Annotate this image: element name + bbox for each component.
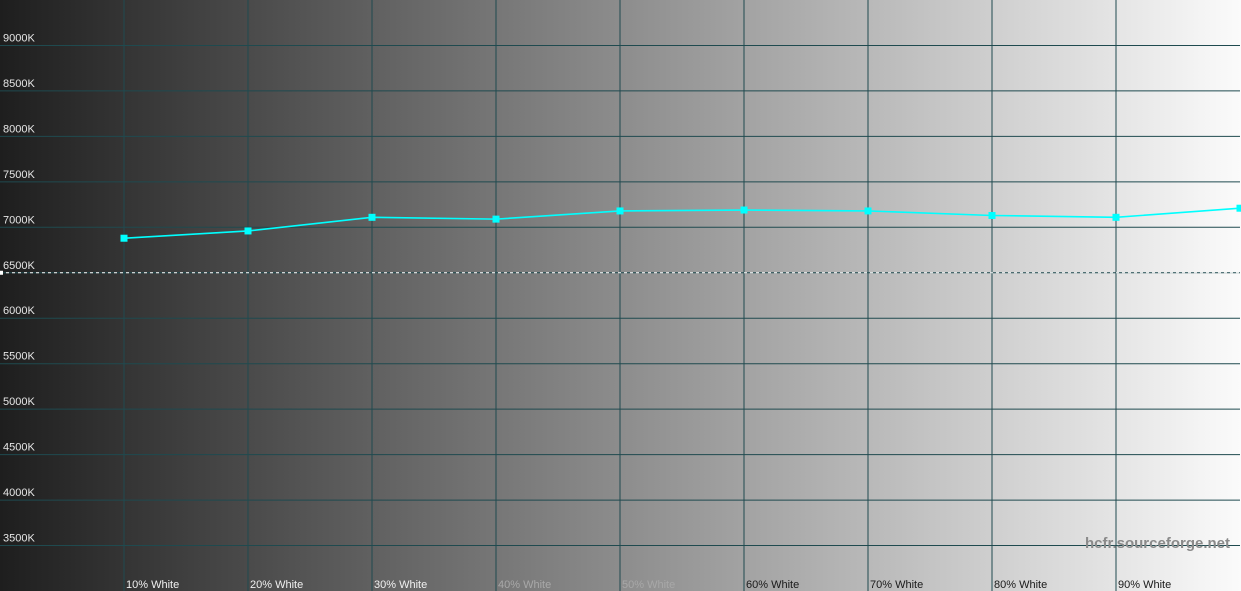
watermark: hcfr.sourceforge.net [1085, 535, 1230, 552]
y-tick-label: 6500K [3, 260, 35, 272]
x-tick-label: 90% White [1118, 579, 1171, 591]
x-tick-label: 30% White [374, 579, 427, 591]
point [120, 234, 128, 242]
y-tick-label: 8000K [3, 123, 35, 135]
x-tick-label: 50% White [622, 579, 675, 591]
point [1236, 204, 1241, 212]
y-tick-label: 4500K [3, 442, 35, 454]
y-tick-label: 7500K [3, 169, 35, 181]
point [244, 227, 252, 235]
x-tick-label: 80% White [994, 579, 1047, 591]
y-tick-label: 8500K [3, 78, 35, 90]
point [492, 215, 500, 223]
point [864, 207, 872, 215]
y-tick-label: 7000K [3, 214, 35, 226]
y-tick-label: 3500K [3, 533, 35, 545]
point [988, 211, 996, 219]
x-tick-label: 60% White [746, 579, 799, 591]
point [740, 206, 748, 214]
x-tick-label: 70% White [870, 579, 923, 591]
y-tick-label: 5000K [3, 396, 35, 408]
reference-marker [0, 270, 3, 275]
x-tick-label: 20% White [250, 579, 303, 591]
point [616, 207, 624, 215]
y-tick-label: 9000K [3, 32, 35, 44]
x-tick-label: 10% White [126, 579, 179, 591]
y-tick-label: 4000K [3, 487, 35, 499]
point [368, 213, 376, 221]
series-line [123, 207, 1241, 240]
y-tick-label: 5500K [3, 351, 35, 363]
point [1112, 213, 1120, 221]
x-tick-label: 40% White [498, 579, 551, 591]
y-tick-label: 6000K [3, 305, 35, 317]
